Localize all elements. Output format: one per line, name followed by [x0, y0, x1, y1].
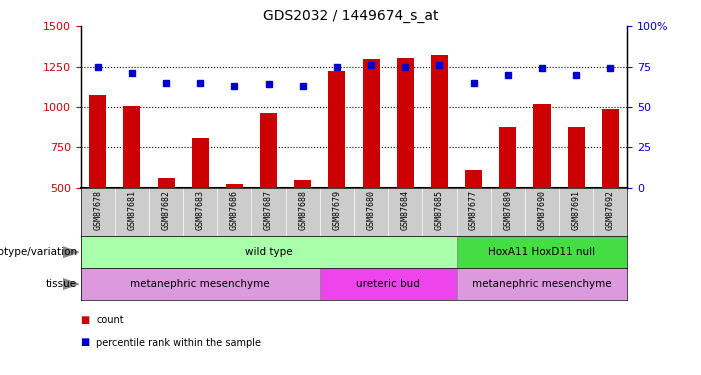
Bar	[456, 236, 627, 268]
Text: HoxA11 HoxD11 null: HoxA11 HoxD11 null	[489, 247, 596, 257]
Bar	[320, 268, 456, 300]
Text: GSM87685: GSM87685	[435, 190, 444, 230]
Bar	[89, 95, 107, 188]
Bar	[456, 268, 627, 300]
Bar	[328, 71, 346, 188]
Polygon shape	[63, 247, 79, 258]
Text: GSM87680: GSM87680	[367, 190, 376, 230]
Text: count: count	[96, 315, 123, 325]
Text: metanephric mesenchyme: metanephric mesenchyme	[472, 279, 612, 289]
Bar	[601, 109, 619, 188]
Bar	[431, 55, 448, 188]
Polygon shape	[63, 279, 79, 290]
Text: GSM87690: GSM87690	[538, 190, 547, 230]
Text: GSM87679: GSM87679	[332, 190, 341, 230]
Text: percentile rank within the sample: percentile rank within the sample	[96, 338, 261, 348]
Text: wild type: wild type	[245, 247, 292, 257]
Text: GSM87691: GSM87691	[571, 190, 580, 230]
Bar	[294, 180, 311, 188]
Text: GDS2032 / 1449674_s_at: GDS2032 / 1449674_s_at	[263, 9, 438, 23]
Bar	[465, 170, 482, 188]
Bar	[568, 127, 585, 188]
Text: GSM87678: GSM87678	[93, 190, 102, 230]
Text: metanephric mesenchyme: metanephric mesenchyme	[130, 279, 270, 289]
Text: tissue: tissue	[46, 279, 77, 289]
Bar	[362, 59, 380, 188]
Text: ■: ■	[81, 315, 90, 325]
Text: GSM87692: GSM87692	[606, 190, 615, 230]
Text: GSM87686: GSM87686	[230, 190, 239, 230]
Bar	[81, 236, 456, 268]
Text: GSM87677: GSM87677	[469, 190, 478, 230]
Text: ■: ■	[81, 338, 90, 348]
Text: GSM87689: GSM87689	[503, 190, 512, 230]
Bar	[499, 127, 517, 188]
Bar	[533, 104, 550, 188]
Bar	[158, 178, 175, 188]
Text: ureteric bud: ureteric bud	[356, 279, 420, 289]
Bar	[81, 268, 320, 300]
Bar	[123, 106, 140, 188]
Text: GSM87684: GSM87684	[401, 190, 410, 230]
Bar	[191, 138, 209, 188]
Text: GSM87681: GSM87681	[128, 190, 137, 230]
Text: GSM87682: GSM87682	[161, 190, 170, 230]
Text: genotype/variation: genotype/variation	[0, 247, 77, 257]
Bar	[397, 58, 414, 188]
Text: GSM87687: GSM87687	[264, 190, 273, 230]
Text: GSM87683: GSM87683	[196, 190, 205, 230]
Text: GSM87688: GSM87688	[298, 190, 307, 230]
Bar	[260, 113, 277, 188]
Bar	[226, 184, 243, 188]
